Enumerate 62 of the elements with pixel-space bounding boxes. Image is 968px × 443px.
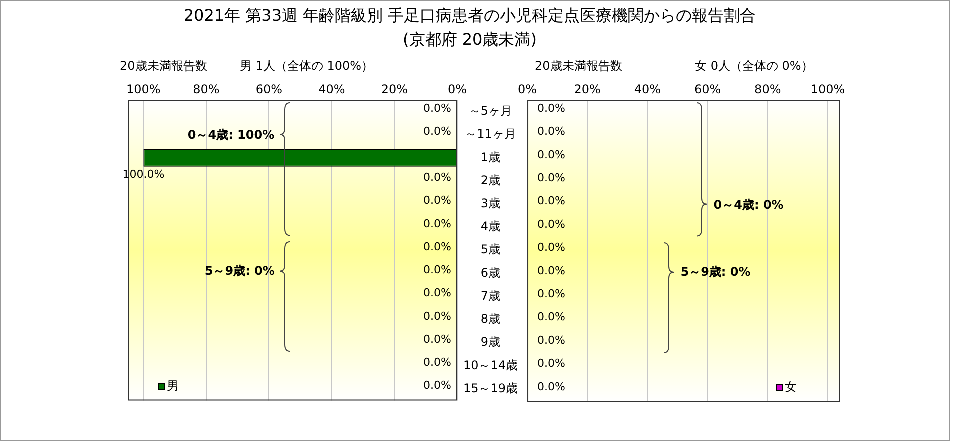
data-label: 0.0% — [538, 102, 566, 115]
data-label: 0.0% — [538, 194, 566, 208]
y-tick-label: 7歳 — [480, 288, 501, 303]
y-tick-label: 6歳 — [480, 266, 501, 280]
data-label: 0.0% — [424, 264, 452, 277]
data-label: 0.0% — [538, 148, 566, 162]
y-tick-label: 10～14歳 — [463, 358, 518, 372]
data-label: 0.0% — [424, 332, 452, 346]
text: 20歳未満報告数 — [535, 58, 622, 75]
data-label: 0.0% — [424, 194, 452, 208]
y-tick-label: 9歳 — [480, 335, 501, 350]
x-tick-label: 80% — [193, 82, 220, 96]
annotation: 5～9歳: 0% — [680, 264, 751, 282]
data-label: 0.0% — [424, 240, 452, 254]
data-label: 0.0% — [538, 334, 566, 347]
legend-label: 女 — [785, 380, 797, 394]
data-label: 0.0% — [424, 171, 452, 184]
x-tick-label: 80% — [754, 82, 782, 96]
annotation: 0～4歳: 100% — [188, 127, 275, 144]
x-tick-label: 20% — [574, 82, 601, 96]
chart-title: 2021年 第33週 年齢階級別 手足口病患者の小児科定点医療機関からの報告割合 — [182, 6, 758, 27]
legend-label: 男 — [167, 378, 179, 393]
y-tick-label: 15～19歳 — [463, 381, 518, 396]
data-label: 0.0% — [538, 287, 566, 300]
data-label: 0.0% — [538, 218, 566, 231]
data-label: 0.0% — [424, 217, 452, 230]
text: 女 0人（全体の 0%） — [695, 58, 814, 75]
data-label: 0.0% — [538, 264, 566, 278]
y-tick-label: 8歳 — [480, 312, 501, 326]
y-tick-label: ～11ヶ月 — [465, 127, 516, 142]
x-tick-label: 60% — [256, 82, 283, 96]
x-tick-label: 0% — [518, 82, 538, 96]
text: 20歳未満報告数 — [120, 58, 208, 75]
x-tick-label: 100% — [810, 82, 846, 96]
x-tick-label: 40% — [634, 82, 662, 96]
y-tick-label: 4歳 — [480, 220, 501, 234]
x-tick-label: 0% — [448, 82, 467, 96]
x-tick-label: 20% — [381, 82, 408, 96]
data-label: 0.0% — [538, 171, 566, 184]
data-label: 0.0% — [538, 310, 566, 324]
data-label: 0.0% — [538, 380, 566, 394]
data-label: 0.0% — [424, 124, 452, 138]
y-tick-label: 3歳 — [480, 196, 501, 211]
annotation: 0～4歳: 0% — [714, 196, 784, 214]
annotation: 5～9歳: 0% — [204, 263, 275, 280]
x-tick-label: 40% — [318, 82, 346, 96]
data-label: 0.0% — [424, 310, 452, 323]
y-tick-label: 5歳 — [480, 242, 501, 257]
data-label: 0.0% — [424, 102, 452, 115]
chart-subtitle: (京都府 20歳未満) — [402, 30, 538, 51]
data-label: 0.0% — [424, 286, 452, 300]
data-label: 0.0% — [424, 356, 452, 369]
x-tick-label: 100% — [126, 82, 161, 96]
data-label: 0.0% — [538, 125, 566, 138]
y-tick-label: ～5ヶ月 — [468, 104, 513, 118]
data-label: 0.0% — [538, 241, 566, 254]
x-tick-label: 60% — [694, 82, 722, 96]
y-tick-label: 1歳 — [480, 150, 501, 164]
data-label: 0.0% — [424, 379, 452, 392]
text: 男 1人（全体の 100%） — [240, 58, 374, 75]
y-tick-label: 2歳 — [480, 173, 501, 188]
data-label: 0.0% — [538, 357, 566, 370]
